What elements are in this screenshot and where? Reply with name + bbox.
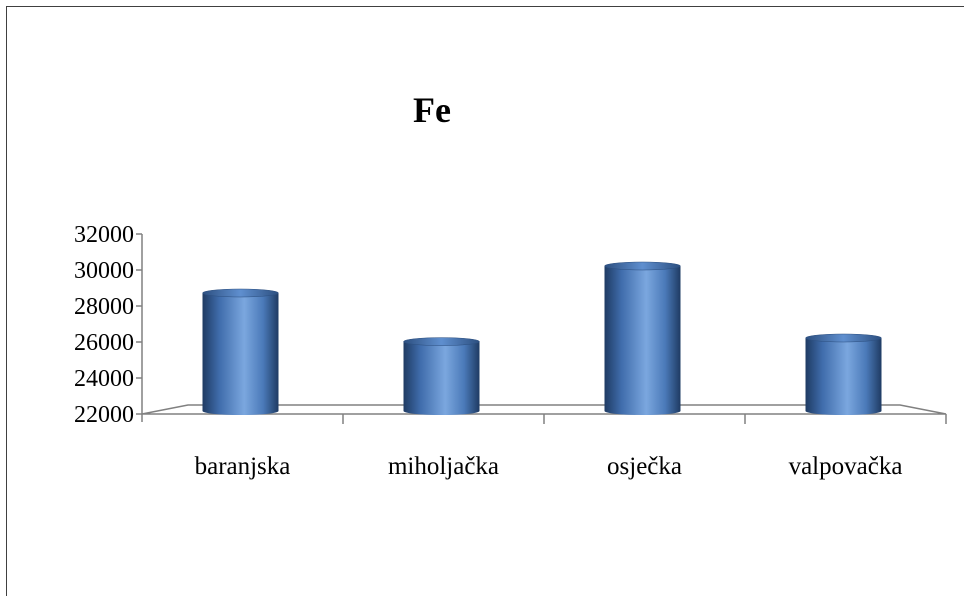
label-layer: baranjska miholjačka osječka valpovačka — [195, 453, 903, 480]
y-tick-label: 28000 — [74, 294, 134, 320]
y-tick-label: 22000 — [74, 402, 134, 428]
x-category-label: valpovačka — [789, 453, 903, 480]
y-tick-label: 24000 — [74, 366, 134, 392]
y-tick-label: 26000 — [74, 330, 134, 356]
bar-miholjačka — [403, 337, 480, 415]
bar-baranjska — [202, 288, 279, 415]
bar-cap — [202, 288, 279, 298]
bar-cap — [604, 261, 681, 271]
axis-layer: 32000 30000 28000 26000 24000 22000 — [74, 222, 947, 428]
chart-frame — [6, 6, 964, 596]
y-tick-label: 32000 — [74, 222, 134, 248]
bar-body — [202, 293, 279, 415]
bar-valpovačka — [805, 333, 882, 415]
x-category-label: miholjačka — [388, 453, 499, 480]
bar-cap — [805, 333, 882, 343]
y-tick-label: 30000 — [74, 258, 134, 284]
x-category-label: baranjska — [195, 453, 291, 480]
fe-bar-chart: Fe 32000 30000 28000 26000 24000 22000 baranj… — [74, 90, 947, 480]
bar-cap — [403, 337, 480, 346]
chart-floor — [141, 404, 947, 415]
bar-body — [403, 341, 480, 415]
bar-body — [604, 266, 681, 415]
bar-body — [805, 338, 882, 415]
bar-layer — [202, 261, 882, 415]
bar-osječka — [604, 261, 681, 415]
x-category-label: osječka — [607, 453, 682, 480]
chart-title: Fe — [413, 90, 451, 130]
